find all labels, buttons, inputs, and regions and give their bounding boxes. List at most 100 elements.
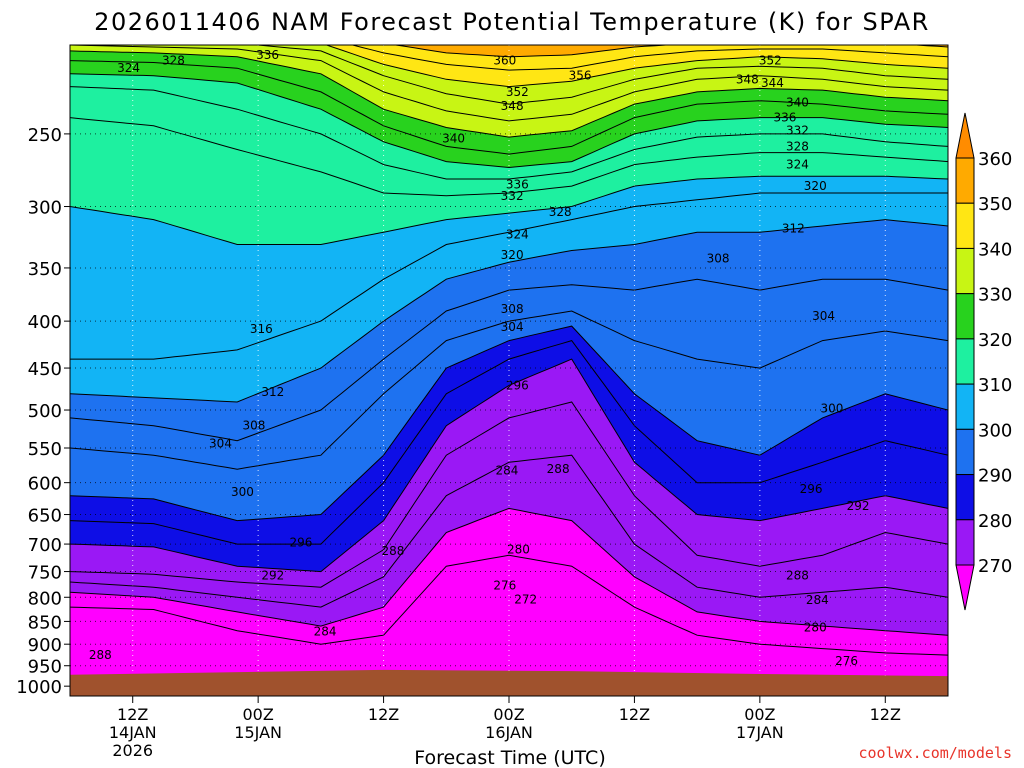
contour-label-356: 356 xyxy=(569,69,592,83)
y-tick-label-550: 550 xyxy=(28,439,62,460)
contour-label-304: 304 xyxy=(812,309,835,323)
y-tick-label-650: 650 xyxy=(28,506,62,527)
contour-label-288: 288 xyxy=(547,462,570,476)
colorbar-band-360 xyxy=(955,157,975,204)
contour-label-320: 320 xyxy=(501,248,524,262)
isentrope-276 xyxy=(70,554,948,656)
contour-label-348: 348 xyxy=(501,99,524,113)
contour-label-340: 340 xyxy=(786,95,809,109)
contour-label-288: 288 xyxy=(786,568,809,582)
isentrope-288 xyxy=(70,401,948,588)
x-tick-label-6-2: 2026 xyxy=(112,741,153,760)
isentrope-344 xyxy=(70,45,948,122)
x-tick-label-6-1: 14JAN xyxy=(109,723,157,742)
contour-label-280: 280 xyxy=(507,543,530,557)
y-tick-label-950: 950 xyxy=(28,657,62,678)
contour-label-288: 288 xyxy=(89,648,112,662)
y-tick-label-500: 500 xyxy=(28,401,62,422)
colorbar-band-300 xyxy=(955,428,975,476)
contour-label-328: 328 xyxy=(786,139,809,153)
isentrope-304 xyxy=(70,310,948,470)
colorbar-band-340 xyxy=(955,247,975,295)
x-tick-label-6-0: 12Z xyxy=(117,705,148,724)
colorbar-band-290 xyxy=(955,474,975,521)
contour-label-272: 272 xyxy=(514,593,537,607)
isentrope-324 xyxy=(70,117,948,197)
contour-label-280: 280 xyxy=(804,620,827,634)
contour-label-352: 352 xyxy=(759,54,782,68)
contour-label-336: 336 xyxy=(773,111,796,125)
colorbar-label-280: 280 xyxy=(978,511,1012,532)
y-tick-label-250: 250 xyxy=(28,125,62,146)
contour-label-284: 284 xyxy=(495,464,518,478)
contour-label-348: 348 xyxy=(736,72,759,86)
colorbar-band-350 xyxy=(955,202,975,249)
gridlines xyxy=(70,45,948,696)
contour-label-300: 300 xyxy=(821,401,844,415)
colorbar-legend: 360 350 340 330 320 310 300 290 280 270 xyxy=(955,112,1012,611)
isentrope-280 xyxy=(70,507,948,636)
contour-label-284: 284 xyxy=(806,593,829,607)
y-tick-label-350: 350 xyxy=(28,259,62,280)
colorbar-label-290: 290 xyxy=(978,466,1012,487)
chart-title: 2026011406 NAM Forecast Potential Temper… xyxy=(94,8,930,36)
plot-area: 3603563523483403363323283243203083042962… xyxy=(70,45,948,696)
x-tick-label-30-0: 12Z xyxy=(368,705,399,724)
contour-label-304: 304 xyxy=(501,320,524,334)
contour-label-288: 288 xyxy=(382,544,405,558)
colorbar-band-320 xyxy=(955,338,975,385)
isentrope-352 xyxy=(325,45,948,88)
colorbar-label-270: 270 xyxy=(978,556,1012,577)
contour-label-296: 296 xyxy=(800,482,823,496)
contour-label-340: 340 xyxy=(442,132,465,146)
contour-label-292: 292 xyxy=(261,568,284,582)
contour-label-312: 312 xyxy=(261,385,284,399)
contour-label-332: 332 xyxy=(501,189,524,203)
isentrope-316 xyxy=(70,192,948,360)
x-tick-label-66-0: 00Z xyxy=(744,705,775,724)
colorbar-label-310: 310 xyxy=(978,375,1012,396)
contour-label-336: 336 xyxy=(506,178,529,192)
ground-terrain xyxy=(70,669,948,696)
contour-label-332: 332 xyxy=(786,124,809,138)
x-tick-label-66-1: 17JAN xyxy=(736,723,784,742)
colorbar-label-350: 350 xyxy=(978,194,1012,215)
site-credit: coolwx.com/models xyxy=(858,744,1012,762)
contour-label-300: 300 xyxy=(231,485,254,499)
contour-labels: 3603563523483403363323283243203083042962… xyxy=(89,48,870,668)
isentrope-292 xyxy=(70,358,948,573)
x-tick-label-18-0: 00Z xyxy=(242,705,273,724)
isentrope-332 xyxy=(70,73,948,169)
y-tick-label-850: 850 xyxy=(28,612,62,633)
isentrope-296 xyxy=(70,340,948,545)
isentrope-348 xyxy=(252,45,948,105)
isentrope-340 xyxy=(70,50,948,138)
x-tick-label-78-0: 12Z xyxy=(870,705,901,724)
contour-label-352: 352 xyxy=(506,85,529,99)
contour-label-328: 328 xyxy=(162,54,185,68)
contour-label-276: 276 xyxy=(835,654,858,668)
contour-label-308: 308 xyxy=(501,302,524,316)
contour-label-344: 344 xyxy=(761,76,784,90)
contour-label-296: 296 xyxy=(506,378,529,392)
contour-label-324: 324 xyxy=(117,61,140,75)
x-axis-label: Forecast Time (UTC) xyxy=(414,747,605,768)
ground-surface xyxy=(70,669,948,696)
isentrope-356 xyxy=(350,45,948,71)
y-tick-label-900: 900 xyxy=(28,635,62,656)
isentrope-312 xyxy=(70,219,948,403)
isentropes xyxy=(70,45,948,656)
y-tick-label-750: 750 xyxy=(28,563,62,584)
y-tick-label-600: 600 xyxy=(28,474,62,495)
contour-label-292: 292 xyxy=(847,499,870,513)
colorbar-label-300: 300 xyxy=(978,420,1012,441)
y-tick-label-700: 700 xyxy=(28,535,62,556)
colorbar-label-330: 330 xyxy=(978,285,1012,306)
isentrope-328 xyxy=(70,86,948,180)
contour-label-312: 312 xyxy=(782,221,805,235)
contour-label-336: 336 xyxy=(256,48,279,62)
contour-label-324: 324 xyxy=(506,228,529,242)
y-axis: 2503003504004505005506006507007508008509… xyxy=(16,125,70,698)
x-tick-label-42-0: 00Z xyxy=(493,705,524,724)
